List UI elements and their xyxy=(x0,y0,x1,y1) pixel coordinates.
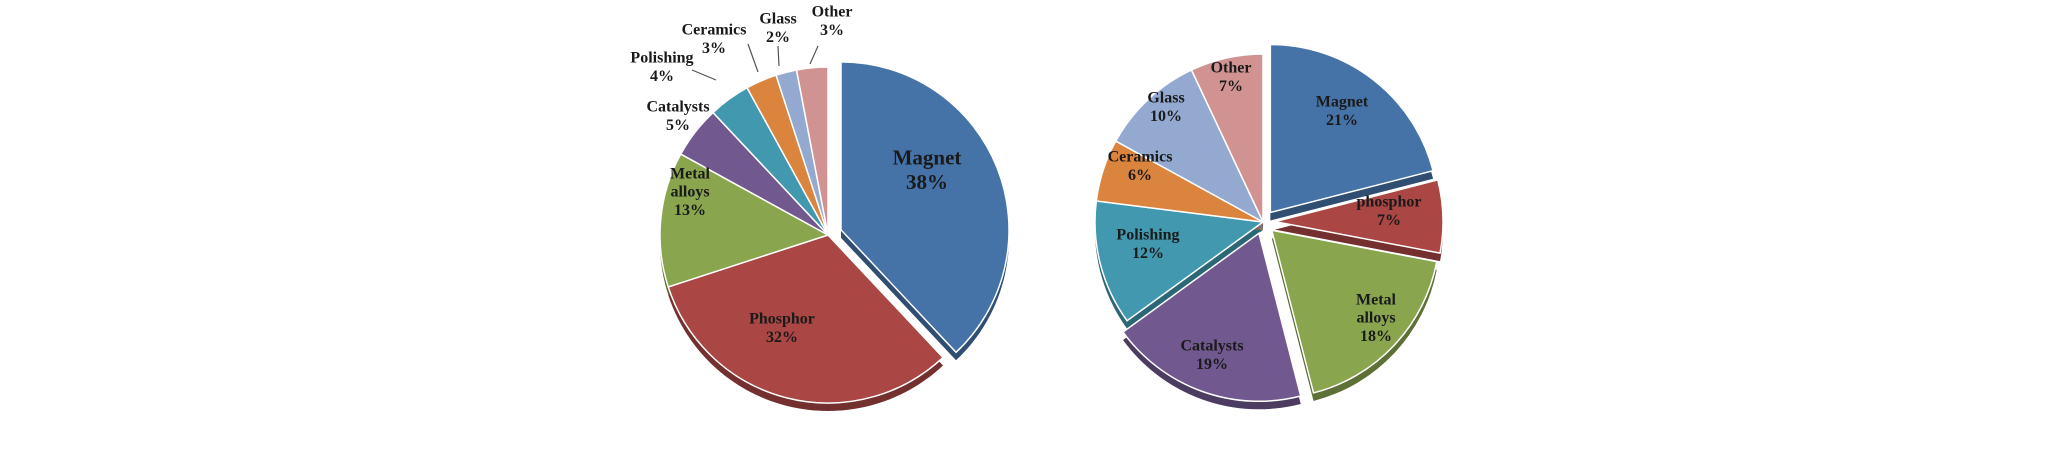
pie-label-magnet: Magnet 38% xyxy=(893,146,962,194)
pie-label-metal-alloys: Metal alloys 13% xyxy=(670,165,711,219)
pie-label-glass: Glass 2% xyxy=(759,10,796,45)
pie-labels: Magnet 38% Phosphor 32% Metal alloys 13% Cataly… xyxy=(630,3,961,345)
leader-line-ceramics xyxy=(747,43,759,73)
pie-label-glass: Glass 10% xyxy=(1147,89,1184,124)
leader-line-polishing xyxy=(691,69,717,81)
pie-slice-other xyxy=(1190,53,1264,223)
pie-label-polishing: Polishing 12% xyxy=(1116,226,1179,261)
pie-label-ceramics: Ceramics 6% xyxy=(1108,148,1173,183)
pie-slices xyxy=(659,61,1010,404)
pie-slice-metal-alloys xyxy=(1270,229,1438,394)
pie-label-phosphor: phosphor 7% xyxy=(1357,193,1422,228)
pie-chart-right: Magnet 21% phosphor 7% Metal alloys 18% Catalys… xyxy=(1094,43,1444,410)
pie-slice-metal-alloys xyxy=(659,153,830,288)
pie-labels: Magnet 21% phosphor 7% Metal alloys 18% Catalys… xyxy=(1108,59,1422,372)
pie-label-magnet: Magnet 21% xyxy=(1316,93,1369,128)
pie-label-other: Other 3% xyxy=(812,3,853,38)
pie-slice-polishing xyxy=(1094,200,1265,322)
pie-slice-phosphor xyxy=(667,234,945,404)
leader-line-other xyxy=(809,45,819,65)
pie-slice-glass xyxy=(1114,68,1265,224)
pie-slice-magnet xyxy=(1269,43,1434,214)
pie-label-ceramics: Ceramics 3% xyxy=(682,21,747,56)
pie-slice-magnet xyxy=(840,61,1010,354)
pie-slice-phosphor xyxy=(1274,178,1444,254)
pie-label-catalysts: Catalysts 5% xyxy=(646,98,709,133)
pie-slices xyxy=(1094,43,1444,403)
pie-label-catalysts: Catalysts 19% xyxy=(1180,337,1243,372)
pie-label-phosphor: Phosphor 32% xyxy=(749,310,815,345)
pie-chart-left: Magnet 38% Phosphor 32% Metal alloys 13% Cataly… xyxy=(630,3,1010,412)
pie-label-polishing: Polishing 4% xyxy=(630,49,693,84)
pie-label-metal-alloys: Metal alloys 18% xyxy=(1356,291,1397,345)
pie-label-other: Other 7% xyxy=(1211,59,1252,94)
pie-slice-other xyxy=(795,66,829,236)
pie-slice-catalysts xyxy=(1121,232,1302,403)
leader-line-glass xyxy=(777,45,780,67)
